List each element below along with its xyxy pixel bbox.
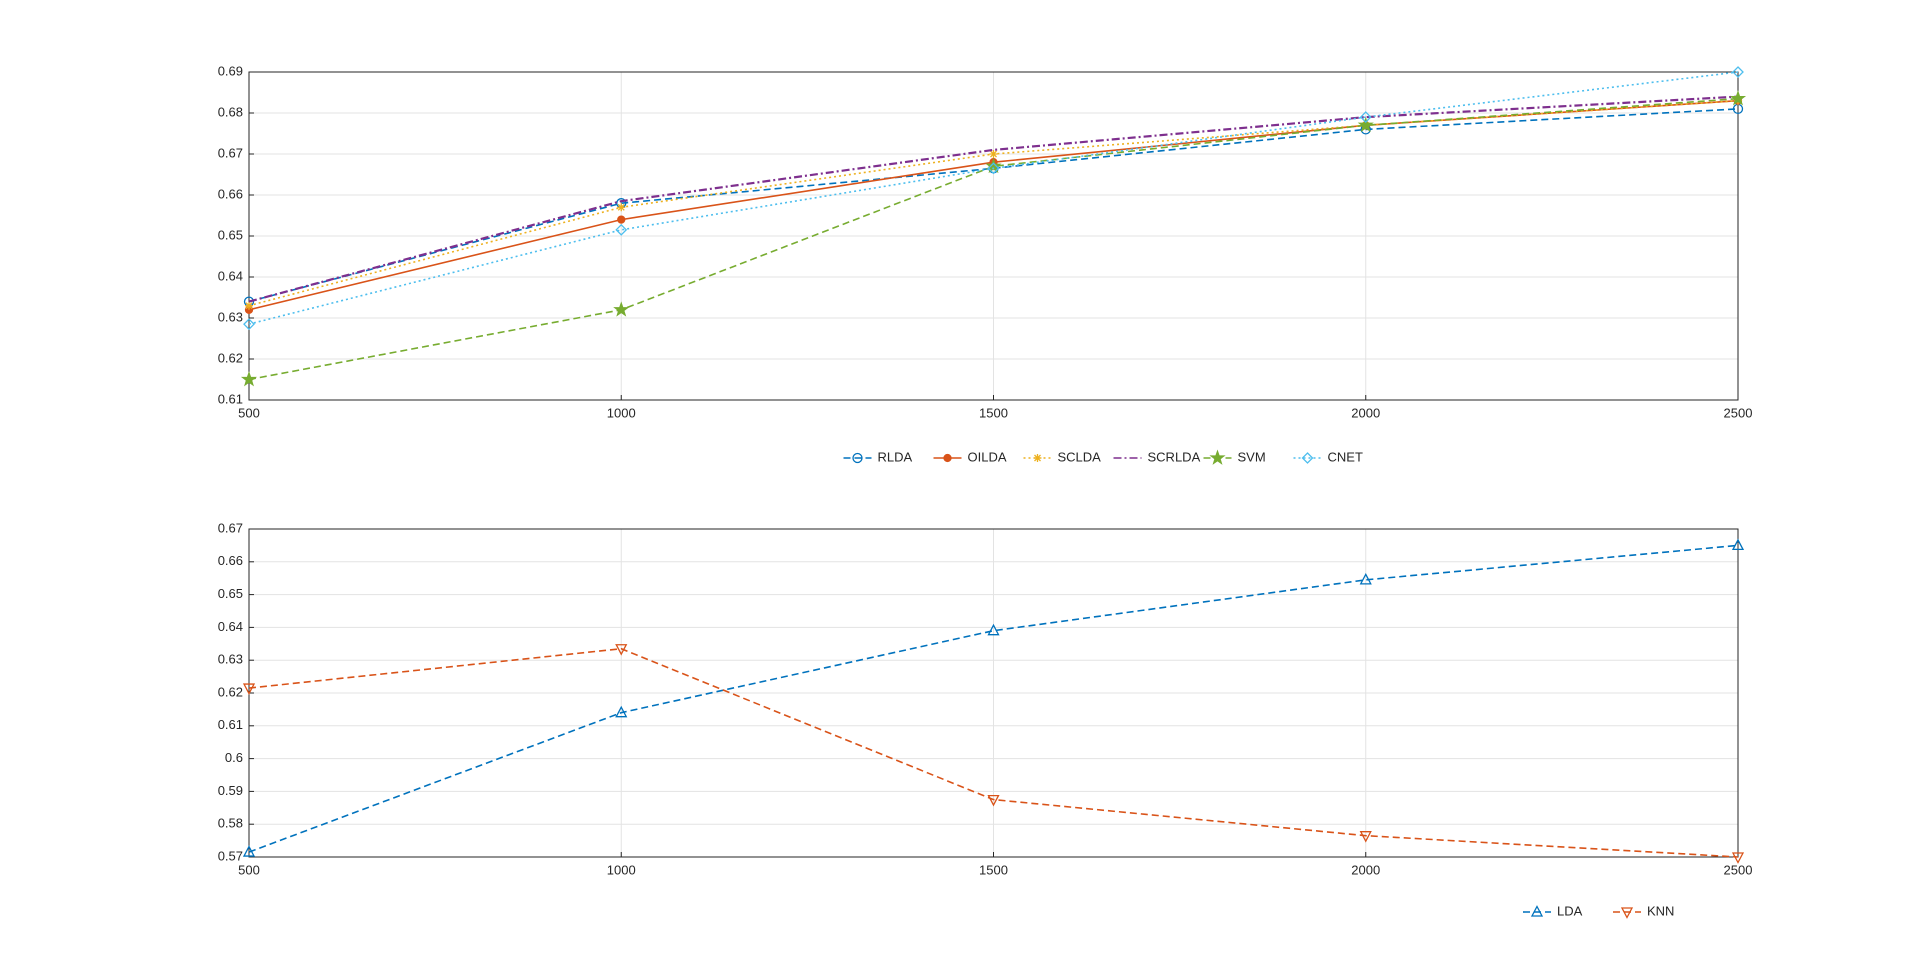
legend-label: SCLDA (1058, 449, 1102, 464)
marker (615, 705, 628, 718)
marker (1359, 111, 1372, 124)
marker (615, 644, 628, 656)
y-tick-label: 0.62 (218, 684, 243, 699)
marker (987, 794, 1000, 807)
marker (987, 162, 1000, 175)
legend: LDA KNN (1523, 903, 1674, 919)
legend-item: KNN (1613, 903, 1674, 919)
x-tick-label: 500 (238, 405, 260, 420)
y-tick-label: 0.65 (218, 586, 243, 601)
legend-item: OILDA (933, 449, 1007, 464)
y-tick-label: 0.61 (218, 391, 243, 406)
legend-label: CNET (1328, 449, 1363, 464)
marker (1359, 831, 1372, 843)
marker (1209, 449, 1226, 465)
marker (1731, 538, 1745, 551)
x-tick-label: 2000 (1351, 862, 1380, 877)
marker (613, 301, 630, 317)
x-tick-label: 2500 (1724, 862, 1753, 877)
marker (852, 452, 863, 464)
y-tick-label: 0.63 (218, 652, 243, 667)
x-tick-label: 1500 (979, 405, 1008, 420)
y-tick-label: 0.66 (218, 553, 243, 568)
legend-label: RLDA (878, 449, 913, 464)
marker (1620, 907, 1634, 919)
legend-label: SVM (1238, 449, 1266, 464)
y-tick-label: 0.58 (218, 816, 243, 831)
marker (617, 203, 626, 212)
y-tick-label: 0.6 (225, 750, 243, 765)
marker (1729, 90, 1747, 106)
marker (615, 223, 628, 236)
legend-label: LDA (1557, 903, 1583, 918)
legend-item: SVM (1203, 449, 1266, 465)
marker (242, 845, 256, 857)
marker (1301, 452, 1314, 464)
marker (987, 623, 1000, 636)
y-tick-label: 0.62 (218, 350, 243, 365)
series-line (248, 97, 1739, 381)
legend-item: LDA (1523, 903, 1583, 918)
marker (1357, 116, 1374, 133)
y-tick-label: 0.64 (218, 268, 243, 283)
legend-item: RLDA (843, 449, 913, 464)
x-tick-label: 2500 (1724, 405, 1753, 420)
x-tick-label: 1000 (607, 405, 636, 420)
marker (240, 371, 258, 387)
x-tick-label: 500 (238, 862, 260, 877)
marker (245, 301, 253, 310)
legend-item: CNET (1293, 449, 1363, 464)
plot-frame (248, 71, 1739, 401)
y-tick-label: 0.59 (218, 783, 243, 798)
y-tick-label: 0.67 (218, 520, 243, 535)
marker (1732, 66, 1744, 78)
marker (1731, 852, 1745, 864)
x-tick-label: 1500 (979, 862, 1008, 877)
legend-label: SCRLDA (1148, 449, 1201, 464)
y-tick-label: 0.67 (218, 145, 243, 160)
y-tick-label: 0.57 (218, 848, 243, 863)
legend-label: KNN (1647, 903, 1674, 918)
y-tick-label: 0.64 (218, 619, 243, 634)
marker (943, 453, 952, 463)
y-tick-label: 0.69 (218, 63, 243, 78)
marker (989, 150, 998, 158)
legend-label: OILDA (968, 449, 1007, 464)
series-line (248, 108, 1739, 303)
y-tick-label: 0.68 (218, 104, 243, 119)
marker (242, 683, 256, 695)
marker (243, 318, 255, 331)
marker (617, 215, 626, 224)
marker (1033, 454, 1042, 462)
legend-item: SCRLDA (1113, 449, 1201, 464)
series-line (248, 647, 1739, 858)
y-tick-label: 0.61 (218, 717, 243, 732)
series-line (248, 544, 1739, 853)
y-tick-label: 0.66 (218, 186, 243, 201)
series-line (248, 95, 1739, 303)
marker (1359, 572, 1372, 585)
series-line (248, 71, 1739, 325)
x-tick-label: 1000 (607, 862, 636, 877)
y-tick-label: 0.63 (218, 309, 243, 324)
marker (1530, 905, 1544, 917)
legend: RLDA OILDA SCLDA SCRLDA SVM CNET (843, 449, 1363, 465)
legend-item: SCLDA (1023, 449, 1102, 464)
y-tick-label: 0.65 (218, 227, 243, 242)
x-tick-label: 2000 (1351, 405, 1380, 420)
